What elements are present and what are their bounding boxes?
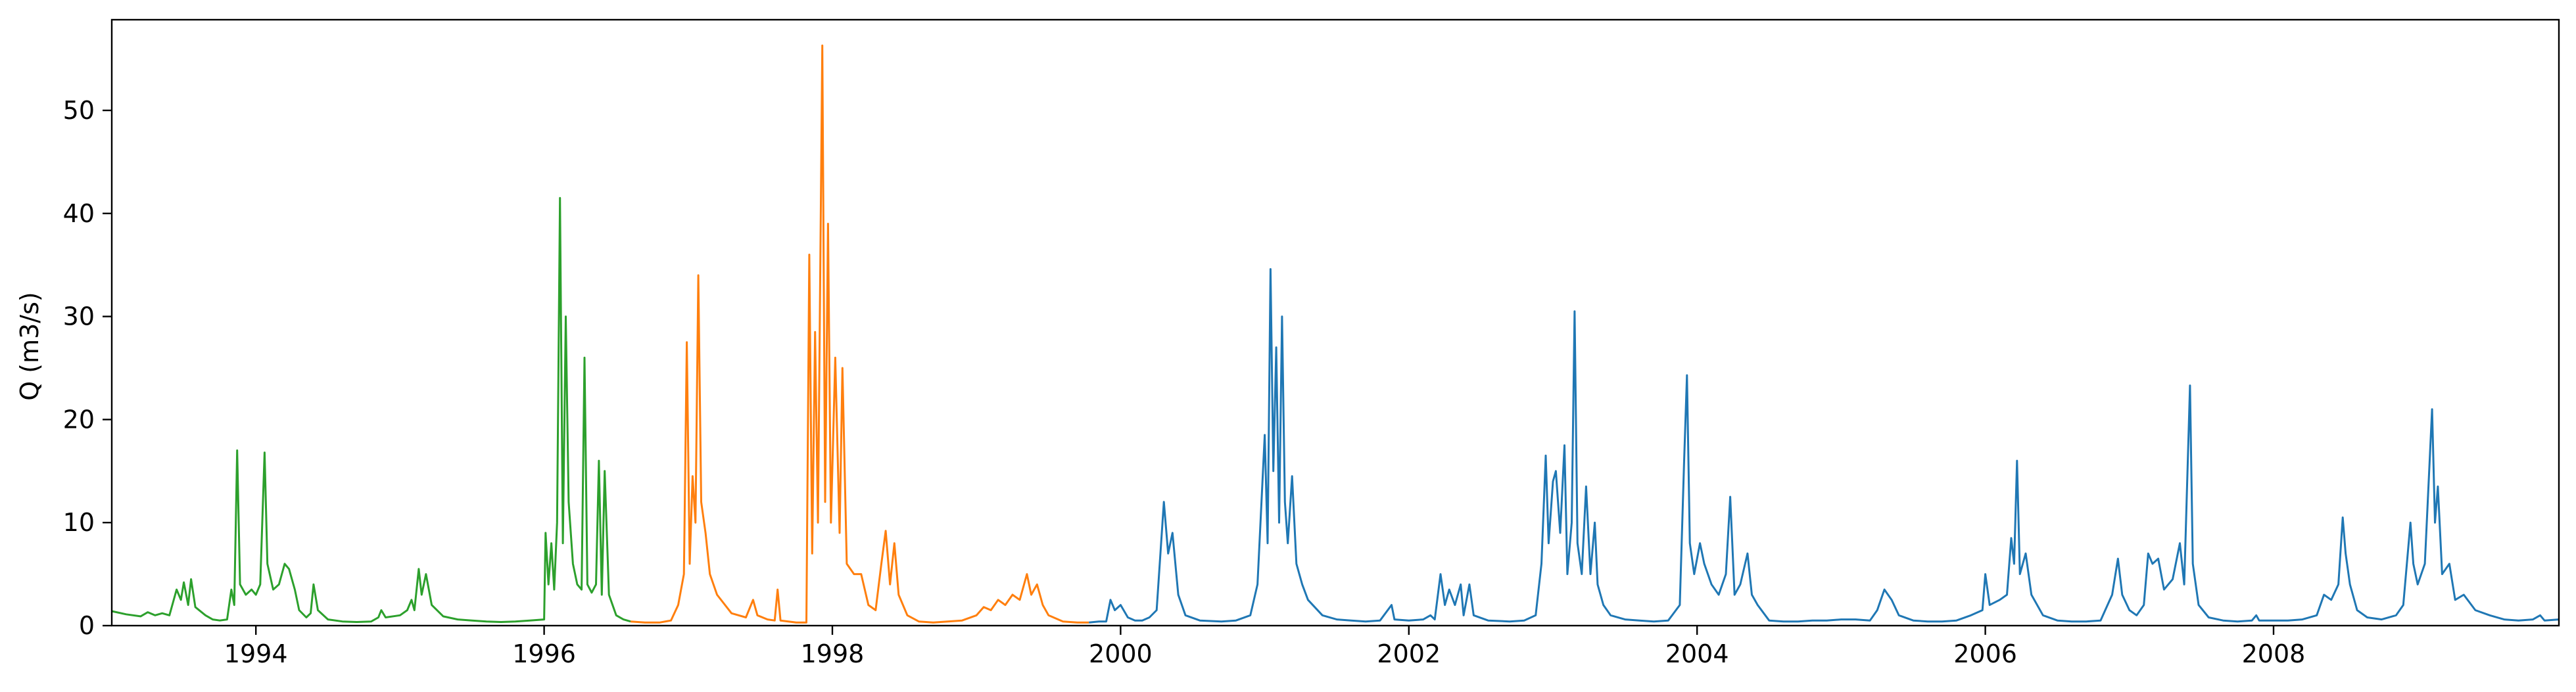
series-line-1: [111, 196, 631, 623]
x-tick-label: 2006: [1953, 639, 2017, 668]
x-tick-label: 2000: [1089, 639, 1153, 668]
x-axis-ticks: 1994 1996 1998 2000 2002 2004 2006 2008: [224, 626, 2306, 668]
y-tick-label: 30: [63, 302, 95, 331]
y-tick-label: 20: [63, 405, 95, 434]
x-tick-label: 1994: [224, 639, 288, 668]
y-tick-label: 40: [63, 199, 95, 228]
y-axis-label: Q (m3/s): [15, 292, 44, 400]
x-tick-label: 2004: [1665, 639, 1729, 668]
x-tick-label: 2008: [2242, 639, 2306, 668]
x-tick-label: 1996: [512, 639, 576, 668]
x-tick-label: 1998: [801, 639, 865, 668]
x-tick-label: 2002: [1377, 639, 1441, 668]
series-line-3: [1089, 268, 2560, 624]
plot-frame: [110, 18, 2560, 627]
y-tick-label: 50: [63, 96, 95, 125]
y-axis-ticks: 0 10 20 30 40 50: [63, 96, 112, 640]
series-lines: [111, 44, 2560, 624]
series-line-2: [630, 44, 1089, 624]
y-tick-label: 10: [63, 508, 95, 537]
y-tick-label: 0: [79, 611, 95, 640]
